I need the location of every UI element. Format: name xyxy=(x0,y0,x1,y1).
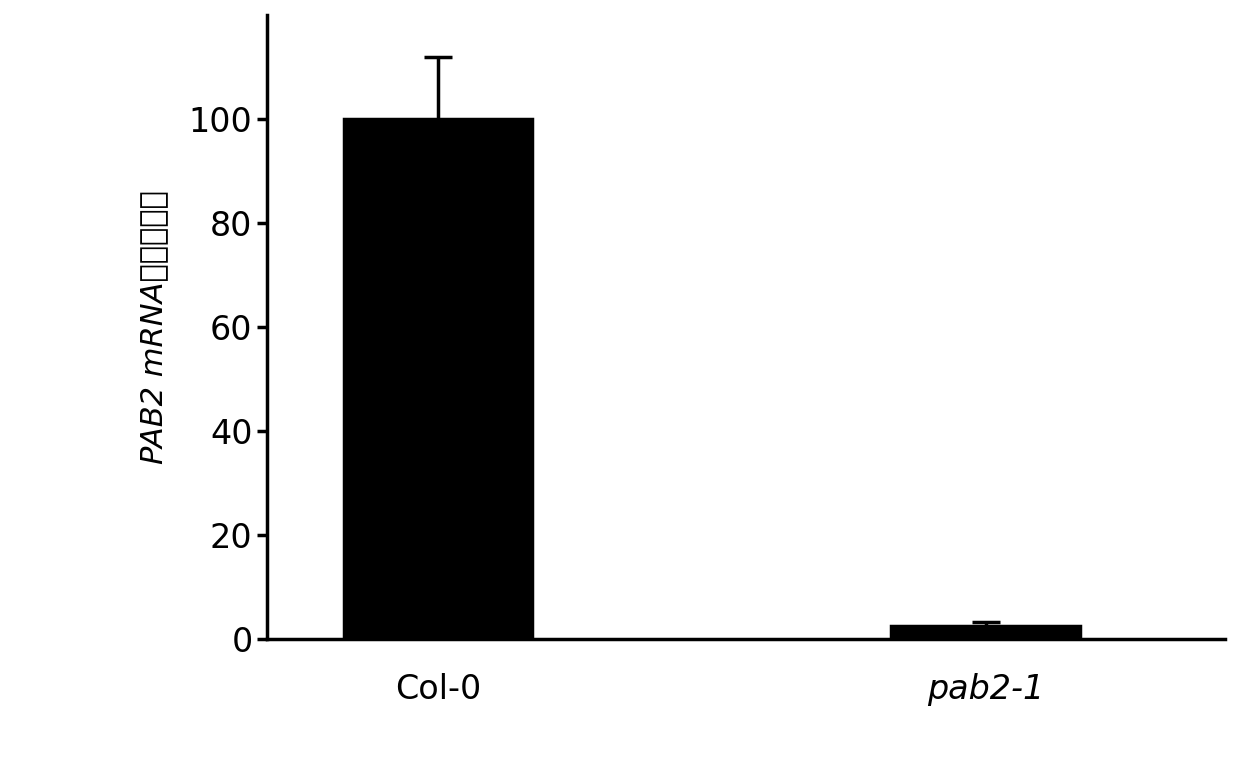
Text: pab2-1: pab2-1 xyxy=(928,673,1044,705)
Text: Col-0: Col-0 xyxy=(396,673,481,705)
Bar xyxy=(892,626,1080,639)
Y-axis label: PAB2 mRNA相对表达量: PAB2 mRNA相对表达量 xyxy=(139,190,167,464)
Bar xyxy=(345,119,532,639)
